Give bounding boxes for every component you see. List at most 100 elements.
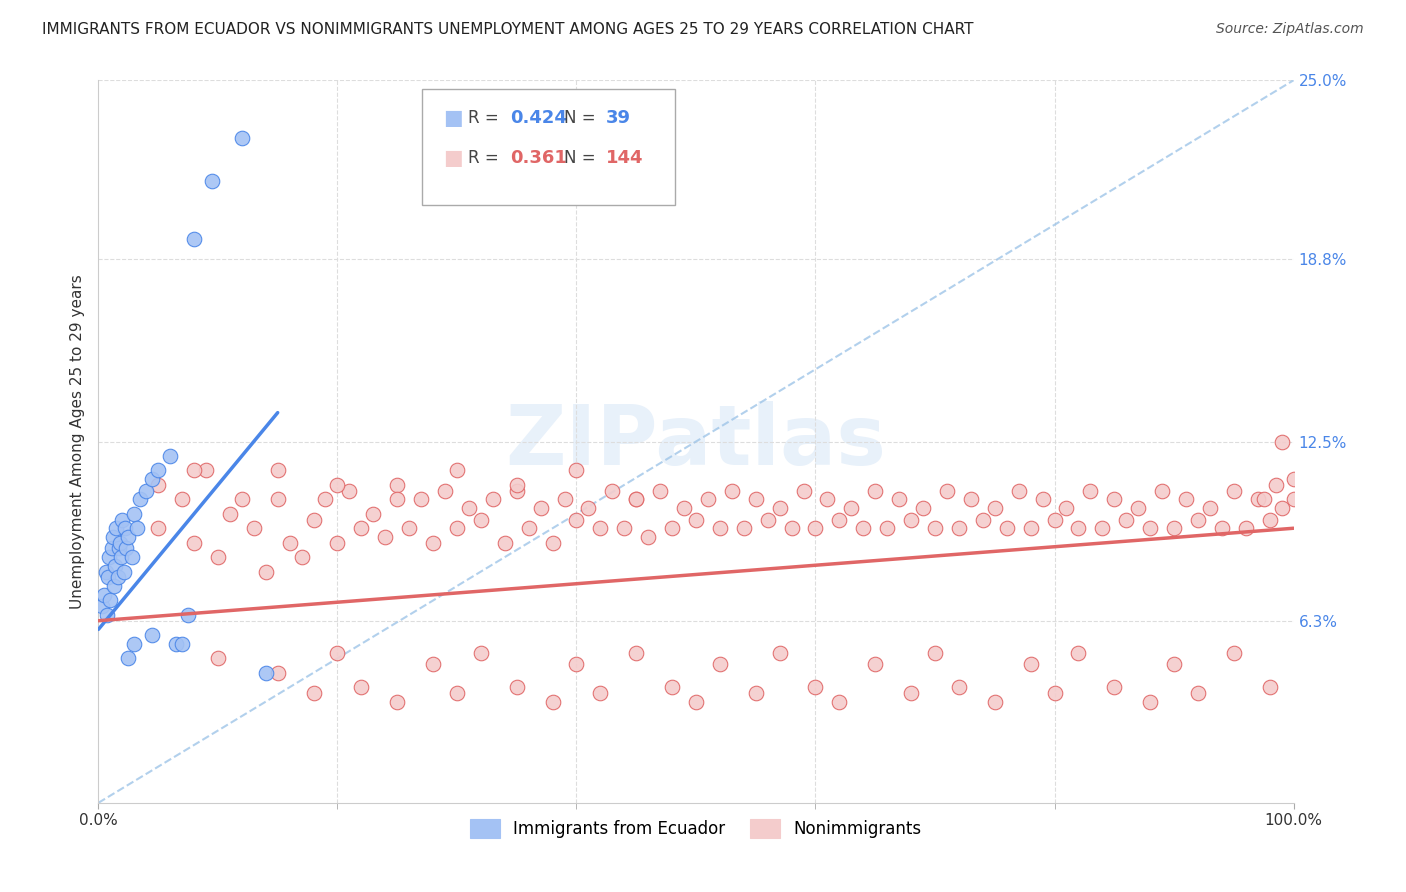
Point [339, 483, 361, 498]
Point [745, 686, 768, 700]
Point [769, 646, 792, 660]
Point [948, 521, 970, 535]
Point [900, 512, 922, 526]
Point [506, 478, 529, 492]
Point [804, 680, 827, 694]
Point [1056, 501, 1078, 516]
Text: 0.361: 0.361 [510, 149, 567, 167]
Point [1104, 680, 1126, 694]
Point [195, 463, 218, 477]
Point [769, 501, 792, 516]
Point [1152, 483, 1174, 498]
Point [565, 463, 588, 477]
Y-axis label: Unemployment Among Ages 25 to 29 years: Unemployment Among Ages 25 to 29 years [69, 274, 84, 609]
Point [326, 646, 349, 660]
Point [135, 483, 157, 498]
Point [291, 550, 314, 565]
Point [98, 593, 122, 607]
Point [685, 695, 707, 709]
Text: Source: ZipAtlas.com: Source: ZipAtlas.com [1216, 22, 1364, 37]
Point [422, 657, 444, 671]
Text: ■: ■ [443, 148, 463, 168]
Point [506, 680, 529, 694]
Point [900, 686, 922, 700]
Point [565, 512, 588, 526]
Point [183, 232, 205, 246]
Point [1187, 686, 1209, 700]
Point [385, 492, 409, 507]
Point [865, 657, 887, 671]
Point [183, 463, 205, 477]
Point [267, 492, 290, 507]
Point [1043, 512, 1066, 526]
Point [1247, 492, 1270, 507]
Point [93, 588, 115, 602]
Point [267, 463, 290, 477]
Point [912, 501, 935, 516]
Text: R =: R = [468, 149, 505, 167]
Point [350, 680, 373, 694]
Point [458, 501, 481, 516]
Text: ■: ■ [443, 108, 463, 128]
Point [1223, 483, 1246, 498]
Point [530, 501, 553, 516]
Point [177, 607, 200, 622]
Point [267, 665, 290, 680]
Point [243, 521, 266, 535]
Point [385, 478, 409, 492]
Point [363, 507, 385, 521]
Point [326, 478, 349, 492]
Point [207, 550, 229, 565]
Point [107, 570, 129, 584]
Legend: Immigrants from Ecuador, Nonimmigrants: Immigrants from Ecuador, Nonimmigrants [464, 813, 928, 845]
Point [1234, 521, 1257, 535]
Point [793, 483, 815, 498]
Point [865, 483, 887, 498]
Point [385, 695, 409, 709]
Point [302, 686, 325, 700]
Point [697, 492, 720, 507]
Point [506, 483, 529, 498]
Point [1223, 646, 1246, 660]
Point [125, 521, 148, 535]
Point [1282, 492, 1305, 507]
Point [602, 483, 624, 498]
Text: N =: N = [564, 149, 600, 167]
Point [565, 657, 588, 671]
Point [1008, 483, 1031, 498]
Point [637, 530, 659, 544]
Point [1258, 512, 1281, 526]
Point [1271, 434, 1294, 449]
Point [1163, 657, 1185, 671]
Point [650, 483, 672, 498]
Point [110, 550, 132, 565]
Point [207, 651, 229, 665]
Point [1163, 521, 1185, 535]
Point [589, 686, 612, 700]
Point [117, 651, 139, 665]
Point [1258, 680, 1281, 694]
Point [91, 599, 114, 614]
Point [589, 521, 612, 535]
Text: N =: N = [564, 109, 600, 127]
Point [112, 565, 135, 579]
Point [841, 501, 863, 516]
Point [148, 478, 170, 492]
Point [148, 463, 170, 477]
Point [101, 530, 124, 544]
Point [159, 449, 181, 463]
Point [254, 665, 277, 680]
Point [494, 535, 516, 549]
Point [315, 492, 337, 507]
Point [111, 512, 134, 526]
Point [1032, 492, 1054, 507]
Point [995, 521, 1018, 535]
Point [984, 695, 1007, 709]
Text: 0.424: 0.424 [510, 109, 567, 127]
Point [661, 521, 683, 535]
Point [124, 507, 146, 521]
Point [626, 492, 648, 507]
Point [446, 686, 468, 700]
Point [117, 530, 139, 544]
Point [398, 521, 420, 535]
